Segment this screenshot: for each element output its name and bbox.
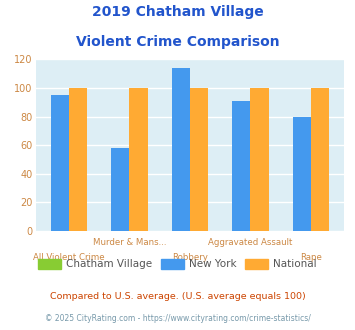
Bar (69, 88, 87, 231)
Text: © 2025 CityRating.com - https://www.cityrating.com/crime-statistics/: © 2025 CityRating.com - https://www.city… (45, 314, 310, 323)
Bar (111, 148, 129, 231)
Bar (293, 116, 311, 231)
Bar (251, 88, 269, 231)
Text: Violent Crime Comparison: Violent Crime Comparison (76, 35, 279, 49)
Text: Robbery: Robbery (172, 253, 208, 262)
Text: Aggravated Assault: Aggravated Assault (208, 238, 293, 247)
Bar (190, 88, 208, 231)
Bar (51, 95, 69, 231)
Text: All Violent Crime: All Violent Crime (33, 253, 105, 262)
Bar (172, 68, 190, 231)
Bar (232, 101, 251, 231)
Bar (129, 88, 148, 231)
Text: Compared to U.S. average. (U.S. average equals 100): Compared to U.S. average. (U.S. average … (50, 292, 305, 301)
Text: Murder & Mans...: Murder & Mans... (93, 238, 166, 247)
Bar (311, 88, 329, 231)
Text: Rape: Rape (300, 253, 322, 262)
Legend: Chatham Village, New York, National: Chatham Village, New York, National (34, 255, 321, 274)
Text: 2019 Chatham Village: 2019 Chatham Village (92, 5, 263, 19)
